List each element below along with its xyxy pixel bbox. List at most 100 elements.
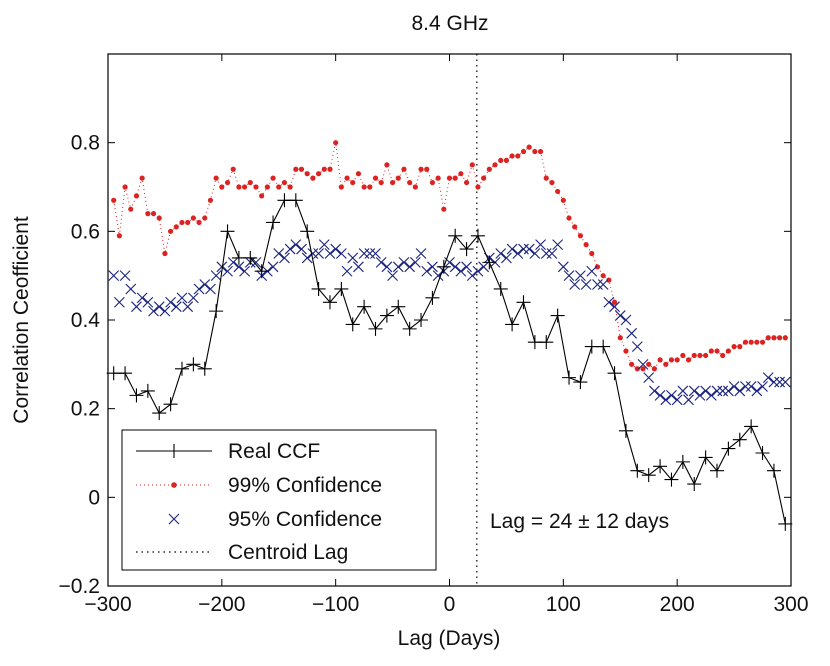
- real-ccf-point: [379, 308, 394, 323]
- confidence-95-point: [745, 381, 757, 392]
- confidence-99-point: [657, 357, 663, 363]
- confidence-95-point: [694, 389, 706, 401]
- real-ccf-point: [152, 406, 167, 421]
- legend-label-real-ccf: Real CCF: [228, 440, 320, 463]
- x-tick-label: −300: [84, 593, 131, 616]
- confidence-99-point: [270, 175, 276, 181]
- real-ccf-point: [744, 419, 759, 434]
- confidence-95-point: [370, 248, 381, 259]
- confidence-95-point: [666, 389, 677, 401]
- confidence-99-point: [720, 352, 726, 359]
- confidence-95-point: [540, 248, 552, 259]
- confidence-95-point: [671, 394, 683, 406]
- confidence-99-point: [202, 215, 208, 221]
- confidence-95-point: [136, 292, 148, 304]
- confidence-95-point: [751, 385, 763, 397]
- x-tick-label: 300: [773, 593, 808, 616]
- confidence-99-point: [748, 339, 754, 345]
- confidence-95-point: [603, 296, 615, 308]
- confidence-95-point: [227, 256, 239, 268]
- real-ccf-point: [687, 477, 702, 492]
- real-ccf-point: [391, 299, 406, 314]
- confidence-95-point: [660, 394, 672, 406]
- confidence-95-point: [170, 301, 182, 313]
- confidence-95-point: [318, 239, 330, 251]
- real-ccf-point: [675, 454, 690, 469]
- confidence-95-point: [631, 341, 643, 352]
- legend-key-99-marker: [171, 482, 177, 488]
- confidence-99-point: [777, 335, 783, 341]
- confidence-99-point: [765, 335, 771, 341]
- confidence-99-point: [697, 352, 703, 359]
- legend-label-centroid-lag: Centroid Lag: [228, 541, 348, 564]
- confidence-95-point: [643, 372, 655, 384]
- confidence-99-point: [190, 215, 196, 221]
- confidence-99-point: [458, 171, 464, 177]
- real-ccf-point: [562, 370, 577, 385]
- confidence-95-point: [472, 265, 484, 277]
- confidence-99-point: [424, 166, 430, 172]
- y-axis-label: Correlation Ceofficient: [10, 216, 33, 424]
- confidence-95-point: [273, 248, 285, 259]
- confidence-99-point: [173, 224, 179, 230]
- confidence-95-point: [165, 296, 176, 308]
- confidence-99-point: [742, 339, 749, 345]
- real-ccf-point: [550, 308, 565, 323]
- confidence-95-point: [313, 248, 324, 259]
- real-ccf-point: [778, 516, 793, 531]
- confidence-99-point: [264, 184, 270, 190]
- confidence-99-point: [139, 175, 145, 181]
- confidence-99-point: [247, 179, 253, 186]
- real-ccf-point: [766, 463, 781, 478]
- confidence-99-point: [634, 366, 640, 372]
- confidence-95-point: [125, 283, 137, 295]
- confidence-95-point: [717, 385, 729, 397]
- confidence-95-point: [779, 376, 791, 388]
- confidence-95-point: [222, 265, 233, 277]
- confidence-99-point: [589, 250, 595, 257]
- confidence-99-point: [577, 233, 584, 239]
- confidence-95-point: [592, 279, 603, 290]
- series-95-confidence: [108, 239, 791, 406]
- axis-ticks: [107, 54, 792, 587]
- confidence-99-point: [185, 219, 191, 226]
- confidence-95-point: [501, 252, 512, 264]
- confidence-99-point: [680, 352, 686, 359]
- real-ccf-point: [243, 250, 258, 265]
- real-ccf-point: [163, 397, 178, 412]
- confidence-99-point: [361, 184, 367, 190]
- confidence-95-point: [597, 279, 609, 290]
- confidence-99-point: [395, 175, 401, 181]
- confidence-99-point: [389, 179, 396, 186]
- confidence-95-point: [330, 243, 342, 255]
- confidence-95-point: [700, 385, 712, 397]
- real-ccf-point: [288, 193, 303, 208]
- real-ccf-point: [186, 357, 201, 372]
- confidence-95-point: [614, 310, 626, 321]
- confidence-95-point: [455, 265, 467, 277]
- real-ccf-point: [311, 281, 326, 296]
- y-tick-label: 0: [88, 486, 100, 509]
- confidence-99-point: [315, 171, 322, 177]
- confidence-95-point: [683, 394, 694, 406]
- confidence-99-point: [463, 179, 470, 186]
- x-tick-label: 100: [546, 593, 581, 616]
- real-ccf-point: [721, 441, 736, 456]
- confidence-95-point: [768, 376, 780, 388]
- confidence-99-point: [520, 148, 527, 155]
- confidence-99-point: [771, 335, 777, 341]
- x-tick-label: 0: [444, 593, 456, 616]
- confidence-99-point: [452, 175, 458, 181]
- real-ccf-point: [505, 317, 520, 332]
- confidence-95-point: [506, 243, 518, 255]
- confidence-99-point: [481, 175, 487, 181]
- real-ccf-point: [470, 228, 485, 243]
- confidence-99-point: [384, 162, 390, 168]
- confidence-99-point: [298, 166, 305, 172]
- confidence-95-point: [677, 385, 689, 397]
- confidence-99-point: [737, 344, 743, 350]
- confidence-95-point: [216, 261, 228, 273]
- confidence-99-point: [145, 211, 151, 217]
- confidence-95-point: [119, 270, 131, 282]
- real-ccf-point: [459, 242, 474, 257]
